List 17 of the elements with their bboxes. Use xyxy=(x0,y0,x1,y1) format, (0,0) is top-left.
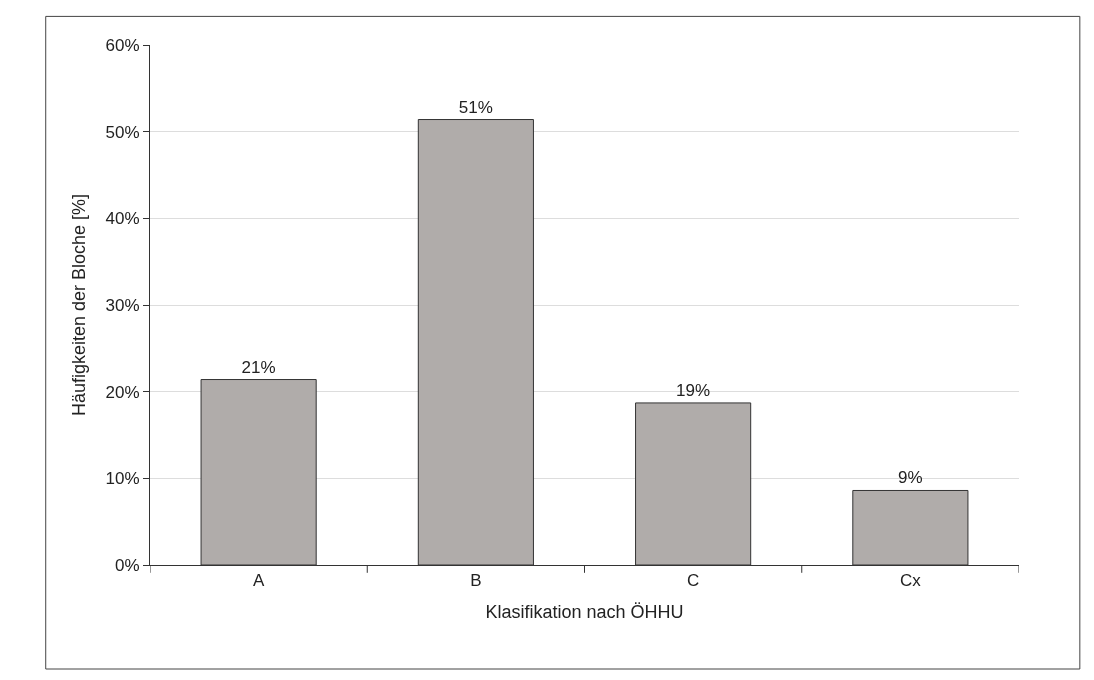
x-tick-label: A xyxy=(252,571,265,591)
y-tick-label: 30% xyxy=(105,295,140,315)
data-label: 51% xyxy=(458,97,493,117)
x-tick-label: Cx xyxy=(899,571,922,591)
y-tick-label: 60% xyxy=(105,35,140,55)
data-label: 21% xyxy=(241,357,276,377)
y-tick-label: 20% xyxy=(105,382,140,402)
y-tick-label: 10% xyxy=(105,469,140,489)
data-label: 9% xyxy=(898,468,923,488)
x-axis-title: Klasifikation nach ÖHHU xyxy=(485,601,684,622)
y-tick-label: 0% xyxy=(115,555,140,575)
data-label: 19% xyxy=(676,380,711,400)
y-tick-label: 40% xyxy=(105,209,140,229)
y-axis-title: Häufigkeiten der Bloche [%] xyxy=(68,193,89,417)
x-tick-label: C xyxy=(686,571,700,591)
x-tick-label: B xyxy=(470,571,482,591)
y-tick-label: 50% xyxy=(105,122,140,142)
